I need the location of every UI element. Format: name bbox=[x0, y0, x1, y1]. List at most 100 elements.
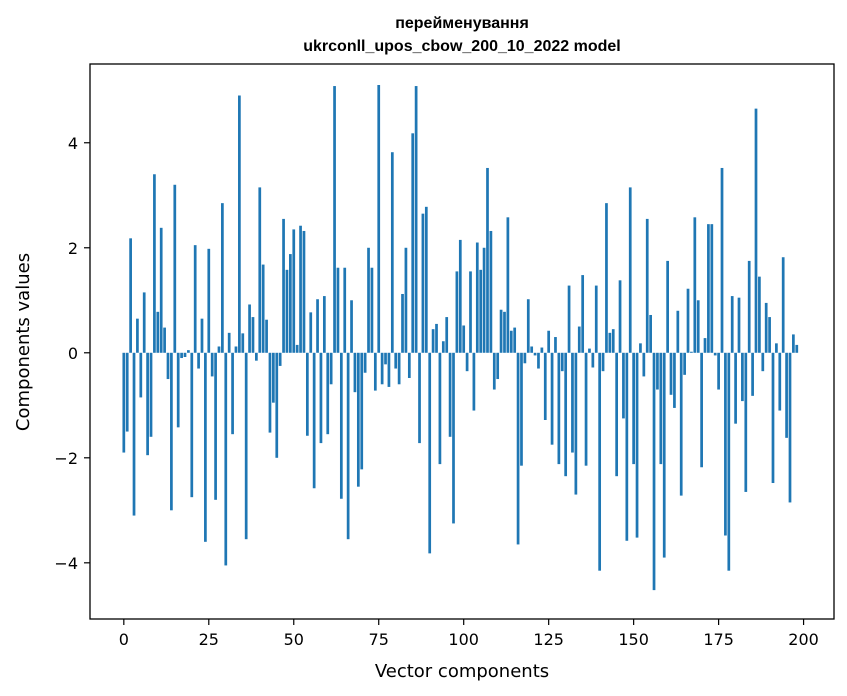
bar-47 bbox=[282, 218, 285, 353]
bar-127 bbox=[554, 337, 557, 353]
bar-61 bbox=[329, 352, 333, 385]
bar-187 bbox=[758, 276, 761, 353]
bar-167 bbox=[690, 351, 693, 353]
plot-area bbox=[90, 64, 834, 619]
bar-169 bbox=[696, 300, 700, 353]
bar-174 bbox=[713, 352, 717, 356]
bar-197 bbox=[792, 334, 795, 353]
bar-30 bbox=[224, 352, 228, 566]
bar-152 bbox=[639, 343, 642, 353]
bar-75 bbox=[377, 85, 381, 353]
bar-156 bbox=[652, 352, 656, 591]
bar-2 bbox=[129, 238, 132, 353]
bar-150 bbox=[632, 352, 635, 465]
bar-29 bbox=[221, 203, 224, 353]
chart-title-line2: ukrconll_upos_cbow_200_10_2022 model bbox=[303, 38, 620, 55]
bar-8 bbox=[149, 352, 153, 437]
bar-91 bbox=[431, 329, 435, 353]
bar-84 bbox=[407, 352, 411, 378]
bar-161 bbox=[669, 352, 673, 395]
y-tick-label: −4 bbox=[54, 554, 78, 573]
bar-1 bbox=[125, 352, 129, 432]
bar-109 bbox=[492, 352, 496, 390]
bar-120 bbox=[530, 346, 534, 353]
bar-67 bbox=[350, 300, 353, 353]
bar-181 bbox=[737, 297, 741, 353]
plot-frame bbox=[89, 63, 835, 620]
bar-35 bbox=[241, 333, 245, 353]
bar-62 bbox=[333, 86, 336, 353]
bar-131 bbox=[567, 285, 571, 353]
bar-112 bbox=[503, 311, 506, 353]
bar-24 bbox=[204, 352, 207, 542]
bar-191 bbox=[771, 352, 775, 484]
bar-101 bbox=[465, 352, 469, 372]
bar-113 bbox=[506, 217, 510, 353]
bar-10 bbox=[156, 311, 160, 353]
bar-34 bbox=[238, 95, 241, 353]
x-tick-label: 50 bbox=[284, 630, 304, 649]
bar-81 bbox=[397, 352, 401, 385]
bar-100 bbox=[462, 325, 466, 353]
bar-143 bbox=[608, 332, 612, 353]
bar-188 bbox=[761, 352, 765, 372]
bar-77 bbox=[384, 352, 387, 365]
bar-166 bbox=[686, 288, 690, 353]
bar-78 bbox=[387, 352, 391, 387]
bar-195 bbox=[785, 352, 788, 438]
y-tick-label: 2 bbox=[68, 239, 78, 258]
bar-19 bbox=[187, 350, 190, 353]
bar-128 bbox=[557, 352, 561, 465]
bar-23 bbox=[200, 318, 204, 353]
bar-157 bbox=[656, 352, 659, 390]
bar-46 bbox=[278, 352, 282, 366]
bar-162 bbox=[673, 352, 676, 408]
bar-105 bbox=[479, 269, 483, 353]
bar-149 bbox=[628, 187, 632, 353]
x-tick-label: 75 bbox=[369, 630, 389, 649]
bar-177 bbox=[724, 352, 727, 536]
bar-135 bbox=[581, 275, 585, 353]
bar-184 bbox=[747, 260, 751, 353]
bar-125 bbox=[547, 330, 551, 353]
bar-164 bbox=[679, 352, 683, 496]
bar-185 bbox=[751, 352, 754, 396]
bar-88 bbox=[421, 213, 425, 353]
bar-57 bbox=[316, 299, 319, 353]
bar-106 bbox=[482, 247, 486, 353]
bar-148 bbox=[625, 352, 629, 541]
bar-79 bbox=[390, 152, 394, 353]
bar-18 bbox=[183, 352, 187, 357]
bar-104 bbox=[475, 242, 479, 353]
bar-99 bbox=[458, 239, 462, 353]
bar-55 bbox=[309, 312, 313, 353]
bar-130 bbox=[564, 352, 568, 477]
bar-9 bbox=[153, 174, 156, 353]
bar-58 bbox=[319, 352, 323, 444]
bar-121 bbox=[533, 352, 537, 356]
bar-59 bbox=[322, 296, 326, 353]
bar-93 bbox=[438, 352, 442, 465]
bar-190 bbox=[768, 317, 771, 353]
bar-194 bbox=[781, 257, 785, 353]
bar-140 bbox=[598, 352, 602, 571]
x-tick-label: 125 bbox=[533, 630, 564, 649]
bar-119 bbox=[526, 299, 530, 353]
bar-68 bbox=[353, 352, 357, 393]
bar-11 bbox=[159, 227, 163, 353]
bar-115 bbox=[513, 327, 517, 353]
bar-54 bbox=[305, 352, 309, 436]
bar-107 bbox=[486, 167, 489, 353]
bar-40 bbox=[258, 187, 262, 353]
bar-180 bbox=[734, 352, 737, 424]
x-tick-label: 100 bbox=[448, 630, 479, 649]
bar-186 bbox=[754, 108, 758, 353]
bar-96 bbox=[448, 352, 452, 437]
bar-134 bbox=[577, 326, 581, 353]
bar-154 bbox=[645, 218, 649, 353]
bar-49 bbox=[289, 254, 292, 353]
y-axis-label: Components values bbox=[13, 253, 34, 431]
bar-114 bbox=[509, 330, 513, 353]
bar-26 bbox=[210, 352, 214, 377]
bar-94 bbox=[441, 341, 445, 353]
